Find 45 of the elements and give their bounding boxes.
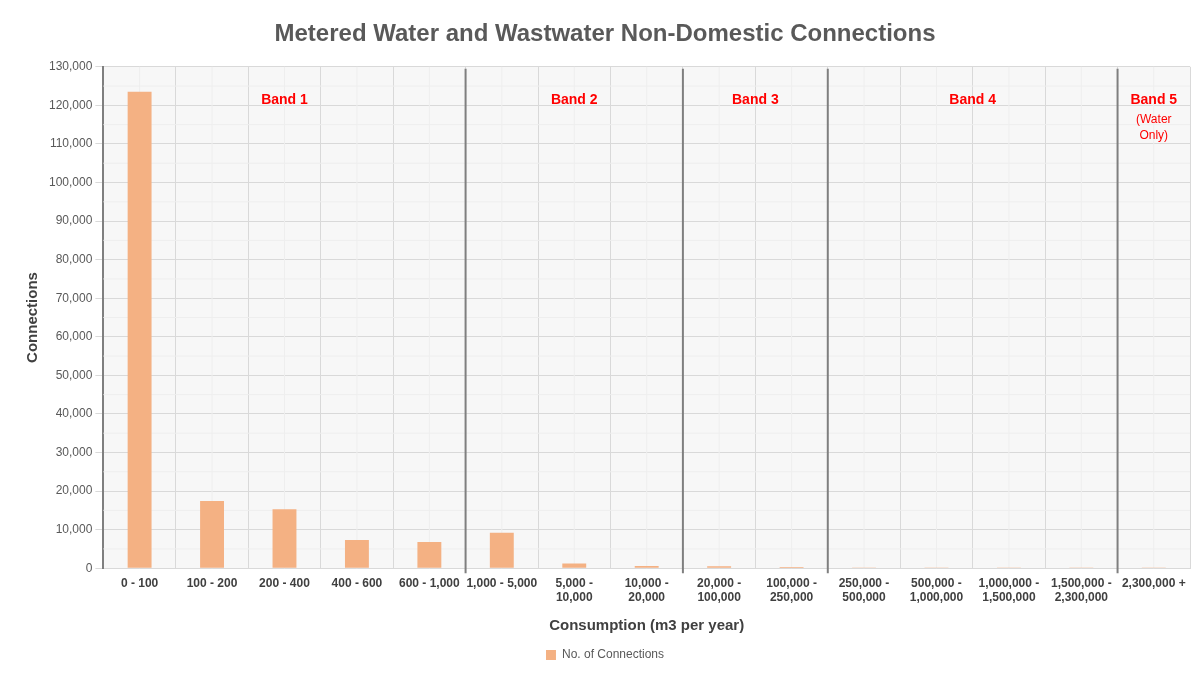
y-tick-label: 130,000 — [48, 59, 93, 74]
bar — [127, 91, 152, 568]
y-tick-label: 0 — [85, 560, 93, 575]
y-tick-label: 70,000 — [55, 290, 93, 305]
y-tick-label: 120,000 — [48, 97, 93, 112]
y-tick-label: 90,000 — [55, 213, 93, 228]
y-tick-label: 110,000 — [49, 136, 93, 151]
y-tick-label: 30,000 — [55, 444, 93, 459]
y-tick-label: 40,000 — [55, 406, 93, 421]
y-tick-label: 20,000 — [55, 483, 93, 498]
bar — [344, 540, 369, 568]
x-tick-label: 1,000,000 - 1,500,000 — [978, 575, 1040, 605]
band-label: Band 1 — [261, 90, 309, 107]
x-tick-label: 2,300,000 + — [1121, 575, 1186, 590]
y-tick-label: 10,000 — [55, 521, 93, 536]
x-tick-label: 100,000 - 250,000 — [766, 575, 817, 605]
x-axis-title: Consumption (m3 per year) — [549, 616, 745, 634]
band-label: Band 4 — [949, 90, 997, 107]
y-tick-label: 80,000 — [55, 251, 93, 266]
x-tick-label: 10,000 - 20,000 — [624, 575, 669, 605]
x-tick-label: 500,000 - 1,000,000 — [909, 575, 964, 605]
bar — [489, 532, 514, 568]
chart-title: Metered Water and Wastwater Non-Domestic Connections — [274, 19, 936, 47]
y-tick-label: 100,000 — [48, 174, 93, 189]
band-label: Band 2 — [550, 90, 598, 107]
x-tick-label: 400 - 600 — [331, 575, 383, 590]
x-tick-label: 1,500,000 - 2,300,000 — [1050, 575, 1112, 605]
bar — [272, 509, 297, 568]
x-tick-label: 1,000 - 5,000 — [466, 575, 538, 590]
x-tick-label: 600 - 1,000 — [399, 575, 461, 590]
x-tick-label: 0 - 100 — [120, 575, 159, 590]
legend-label: No. of Connections — [561, 647, 665, 662]
y-tick-label: 60,000 — [55, 329, 93, 344]
bar — [200, 501, 224, 568]
band-label: Band 3 — [732, 90, 779, 107]
bar — [417, 541, 442, 568]
x-tick-label: 20,000 - 100,000 — [697, 575, 742, 605]
y-tick-label: 50,000 — [55, 367, 93, 382]
x-tick-label: 100 - 200 — [186, 575, 238, 590]
x-tick-label: 5,000 - 10,000 — [555, 575, 593, 605]
bar — [562, 563, 587, 568]
band-label: Band 5 (Water Only) — [1130, 90, 1178, 143]
x-tick-label: 250,000 - 500,000 — [838, 575, 890, 605]
x-tick-label: 200 - 400 — [259, 575, 311, 590]
y-axis-title: Connections — [23, 272, 41, 363]
